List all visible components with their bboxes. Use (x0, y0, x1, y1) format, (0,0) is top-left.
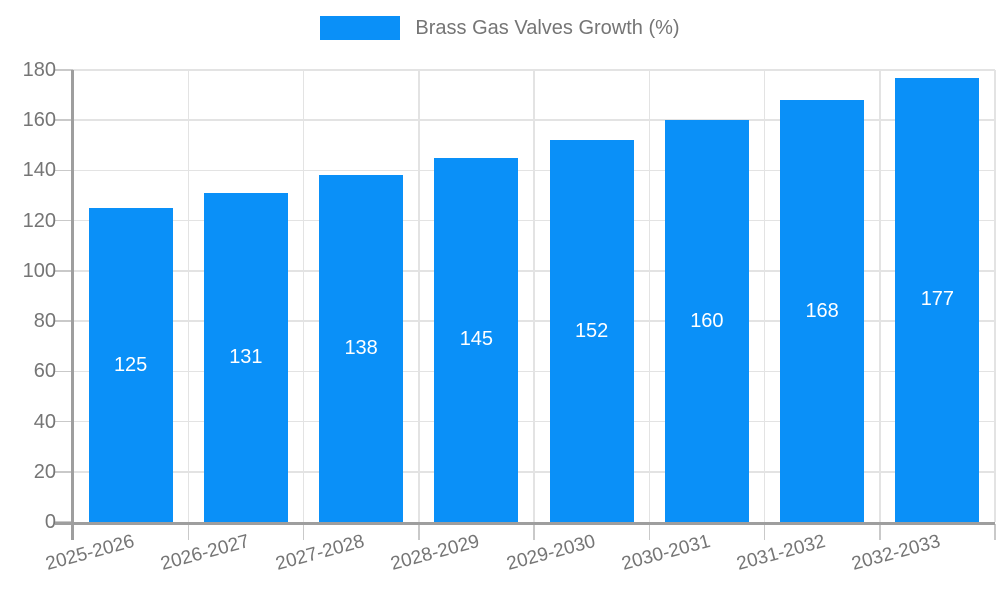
y-axis-tick (55, 320, 73, 322)
x-gridline (187, 70, 189, 522)
bar-value-label: 168 (805, 299, 839, 322)
x-axis-tick (533, 524, 535, 540)
bar-value-label: 152 (574, 319, 609, 342)
bar-2026-2027: 131 (203, 193, 288, 522)
bar-2025-2026: 125 (88, 208, 173, 522)
y-axis-tick (55, 169, 73, 172)
x-axis-line (55, 522, 995, 525)
x-gridline (994, 70, 996, 522)
bar-value-label: 160 (690, 309, 724, 332)
y-axis-tick (55, 270, 73, 272)
y-axis-tick-label: 20 (33, 460, 56, 483)
legend-item[interactable]: Brass Gas Valves Growth (%) (320, 16, 680, 40)
legend: Brass Gas Valves Growth (%) (0, 16, 1000, 40)
bar-value-label: 131 (229, 346, 263, 368)
bar-2027-2028: 138 (319, 175, 404, 522)
x-gridline (302, 70, 305, 522)
bar-value-label: 125 (113, 353, 148, 376)
bar-2032-2033: 177 (895, 77, 980, 522)
bar-value-label: 145 (459, 328, 494, 351)
x-axis-tick (418, 524, 420, 540)
y-axis-line (71, 70, 74, 540)
bar-2029-2030: 152 (549, 140, 634, 522)
x-axis-tick (187, 524, 189, 540)
y-axis-tick-label: 80 (33, 310, 56, 333)
y-axis-tick-label: 140 (22, 159, 56, 182)
x-axis-tick (302, 524, 305, 540)
y-axis-tick-label: 100 (22, 259, 56, 282)
legend-swatch (320, 16, 401, 40)
x-gridline (879, 70, 881, 522)
y-axis-tick (55, 420, 73, 423)
x-axis-tick (648, 524, 650, 540)
x-gridline (763, 70, 766, 522)
y-axis-tick-label: 60 (33, 360, 56, 383)
bar-value-label: 177 (920, 288, 955, 311)
x-axis-tick (763, 524, 766, 540)
y-axis-tick-label: 120 (22, 209, 56, 232)
y-axis-tick-label: 0 (44, 511, 56, 533)
x-gridline (418, 70, 420, 522)
bar-value-label: 138 (344, 337, 378, 360)
x-gridline (533, 70, 535, 522)
x-axis-tick (994, 524, 996, 540)
bar-2028-2029: 145 (434, 157, 519, 522)
x-axis-tick (879, 524, 881, 540)
y-axis-tick-label: 160 (22, 109, 56, 132)
legend-label: Brass Gas Valves Growth (%) (415, 16, 680, 39)
y-axis-tick-label: 180 (22, 59, 56, 81)
y-axis-tick (55, 119, 73, 121)
bar-2030-2031: 160 (664, 120, 749, 522)
y-axis-tick (55, 219, 73, 222)
y-axis-tick (55, 471, 73, 473)
x-gridline (648, 70, 650, 522)
y-axis-tick (55, 69, 73, 71)
y-axis-tick (55, 370, 73, 373)
y-axis-tick-label: 40 (33, 410, 56, 433)
bar-2031-2032: 168 (780, 100, 865, 522)
